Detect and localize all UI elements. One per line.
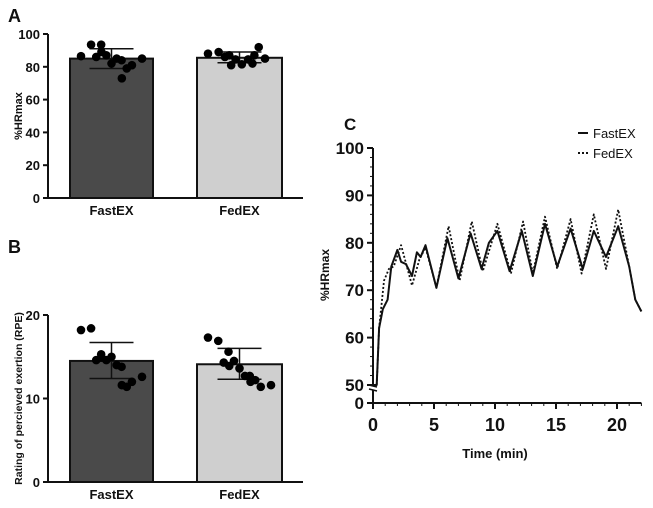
y-tick-label: 60 [345, 329, 364, 348]
y-tick-label: 100 [18, 27, 40, 42]
y-tick-label: 10 [26, 392, 40, 407]
data-point [97, 353, 106, 362]
x-tick-label: FastEX [89, 203, 133, 218]
data-point [235, 364, 244, 373]
data-point [96, 40, 106, 49]
data-point [76, 325, 86, 335]
y-tick-label: 90 [345, 186, 364, 205]
data-point [86, 324, 96, 333]
data-point [137, 54, 147, 63]
data-point [97, 47, 106, 57]
bar-fedex [196, 56, 283, 199]
data-point [112, 54, 121, 63]
data-point [250, 51, 259, 60]
data-point [213, 336, 223, 346]
data-point [226, 60, 236, 70]
data-point [220, 52, 230, 62]
y-tick-label: 0 [355, 394, 364, 413]
data-point [107, 352, 116, 362]
x-tick-label: 5 [429, 415, 439, 435]
x-tick-label: FedEX [219, 203, 260, 218]
y-tick-label: 80 [345, 234, 364, 253]
y-axis-label: Rating of percieved exertion (RPE) [13, 312, 25, 485]
data-point [127, 377, 137, 387]
x-tick-label: 15 [546, 415, 566, 435]
line-fastex [373, 222, 643, 386]
x-tick-label: FedEX [219, 487, 260, 502]
y-tick-label: 70 [345, 281, 364, 300]
data-point [117, 73, 127, 83]
data-point [260, 54, 270, 63]
data-point [246, 377, 255, 387]
y-tick-label: 0 [33, 475, 40, 490]
x-tick-label: 10 [485, 415, 505, 435]
y-tick-label: 50 [345, 376, 364, 395]
y-tick-label: 60 [26, 93, 40, 108]
data-point [76, 51, 86, 61]
panel-label-a: A [8, 6, 21, 26]
y-axis-label: %HRmax [318, 249, 332, 301]
data-point [224, 361, 234, 371]
data-point [266, 380, 276, 390]
y-axis-label: %HRmax [13, 91, 25, 140]
data-point [214, 47, 223, 57]
y-tick-label: 0 [33, 191, 40, 206]
panel-label-c: C [344, 115, 356, 134]
legend-label-fedex: FedEX [593, 146, 633, 161]
data-point [137, 372, 147, 382]
data-point [243, 55, 253, 64]
y-tick-label: 80 [26, 60, 40, 75]
x-tick-label: 20 [607, 415, 627, 435]
x-tick-label: 0 [368, 415, 378, 435]
x-axis-label: Time (min) [462, 446, 528, 461]
x-tick-label: FastEX [89, 487, 133, 502]
axis-break-mark [368, 388, 378, 392]
panel-a: FastEX FedEX 0 20 40 60 80 100 %HRmax [13, 27, 303, 218]
panel-label-b: B [8, 237, 21, 257]
y-tick-label: 40 [26, 125, 40, 140]
data-point [203, 333, 213, 342]
data-point [254, 42, 264, 52]
data-point [203, 49, 213, 58]
data-point [240, 371, 250, 381]
legend-label-fastex: FastEX [593, 126, 636, 141]
data-point [86, 40, 96, 49]
line-fedex [373, 208, 643, 386]
data-point [224, 347, 233, 357]
y-tick-label: 20 [26, 308, 40, 323]
data-point [127, 60, 137, 70]
data-point [256, 382, 266, 392]
y-tick-label: 100 [336, 139, 364, 158]
data-point [117, 380, 127, 390]
y-tick-label: 20 [26, 158, 40, 173]
data-point [237, 60, 247, 69]
bar-fastex [69, 57, 154, 199]
data-point [112, 360, 121, 370]
